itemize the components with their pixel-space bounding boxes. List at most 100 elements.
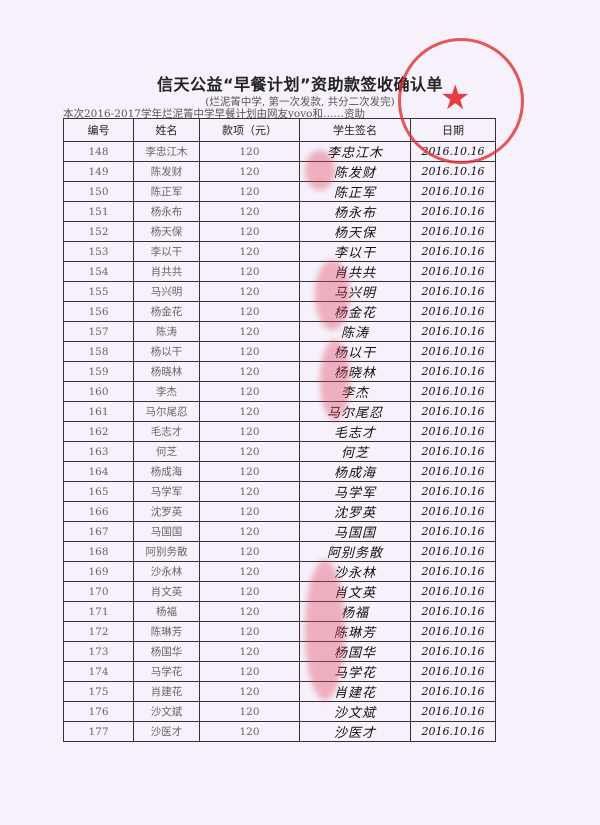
receipt-table: 编号 姓名 款项（元） 学生签名 日期 148 李忠江木 120 李忠江木 2016.1… xyxy=(63,118,496,742)
row-id: 168 xyxy=(63,541,134,562)
row-id: 149 xyxy=(63,161,134,182)
row-id: 165 xyxy=(63,481,134,502)
row-amount: 120 xyxy=(199,521,300,542)
row-id: 159 xyxy=(63,361,134,382)
row-name: 沙医才 xyxy=(133,721,200,742)
row-signature: 阿别务散 xyxy=(299,541,411,562)
row-name: 陈琳芳 xyxy=(133,621,200,642)
row-signature: 肖文英 xyxy=(299,581,411,602)
header-name: 姓名 xyxy=(133,118,200,142)
table-row: 177 沙医才 120 沙医才 2016.10.16 xyxy=(63,721,496,742)
header-amount: 款项（元） xyxy=(199,118,300,142)
row-id: 169 xyxy=(63,561,134,582)
row-date: 2016.10.16 xyxy=(410,201,496,222)
row-amount: 120 xyxy=(199,501,300,522)
row-amount: 120 xyxy=(199,681,300,702)
document-subtitle: (烂泥箐中学, 第一次发款, 共分二次发完) xyxy=(205,96,395,108)
table-row: 155 马兴明 120 马兴明 2016.10.16 xyxy=(63,281,496,302)
row-amount: 120 xyxy=(199,601,300,622)
table-row: 172 陈琳芳 120 陈琳芳 2016.10.16 xyxy=(63,621,496,642)
row-amount: 120 xyxy=(199,721,300,742)
row-id: 150 xyxy=(63,181,134,202)
row-id: 158 xyxy=(63,341,134,362)
table-row: 169 沙永林 120 沙永林 2016.10.16 xyxy=(63,561,496,582)
row-date: 2016.10.16 xyxy=(410,181,496,202)
row-date: 2016.10.16 xyxy=(410,301,496,322)
row-signature: 李杰 xyxy=(299,381,411,402)
header-id: 编号 xyxy=(63,118,134,142)
row-id: 164 xyxy=(63,461,134,482)
row-amount: 120 xyxy=(199,241,300,262)
row-date: 2016.10.16 xyxy=(410,621,496,642)
row-name: 肖共共 xyxy=(133,261,200,282)
row-date: 2016.10.16 xyxy=(410,641,496,662)
row-signature: 肖建花 xyxy=(299,681,411,702)
row-signature: 马国国 xyxy=(299,521,411,542)
row-date: 2016.10.16 xyxy=(410,681,496,702)
row-name: 李以干 xyxy=(133,241,200,262)
row-id: 171 xyxy=(63,601,134,622)
row-id: 173 xyxy=(63,641,134,662)
row-name: 杨国华 xyxy=(133,641,200,662)
row-signature: 沙医才 xyxy=(299,721,411,742)
row-date: 2016.10.16 xyxy=(410,441,496,462)
document-title: 信天公益“早餐计划”资助款签收确认单 xyxy=(156,75,444,94)
row-amount: 120 xyxy=(199,481,300,502)
row-amount: 120 xyxy=(199,421,300,442)
table-row: 152 杨天保 120 杨天保 2016.10.16 xyxy=(63,221,496,242)
row-id: 175 xyxy=(63,681,134,702)
row-date: 2016.10.16 xyxy=(410,501,496,522)
row-amount: 120 xyxy=(199,201,300,222)
row-id: 154 xyxy=(63,261,134,282)
row-id: 174 xyxy=(63,661,134,682)
row-name: 马学军 xyxy=(133,481,200,502)
header-signature: 学生签名 xyxy=(299,118,411,142)
table-row: 175 肖建花 120 肖建花 2016.10.16 xyxy=(63,681,496,702)
table-row: 154 肖共共 120 肖共共 2016.10.16 xyxy=(63,261,496,282)
row-name: 杨金花 xyxy=(133,301,200,322)
row-name: 肖建花 xyxy=(133,681,200,702)
table-row: 159 杨晓林 120 杨晓林 2016.10.16 xyxy=(63,361,496,382)
row-amount: 120 xyxy=(199,221,300,242)
table-row: 151 杨永布 120 杨永布 2016.10.16 xyxy=(63,201,496,222)
row-name: 陈发财 xyxy=(133,161,200,182)
row-amount: 120 xyxy=(199,141,300,162)
row-date: 2016.10.16 xyxy=(410,241,496,262)
table-row: 171 杨福 120 杨福 2016.10.16 xyxy=(63,601,496,622)
row-amount: 120 xyxy=(199,621,300,642)
table-row: 164 杨成海 120 杨成海 2016.10.16 xyxy=(63,461,496,482)
row-signature: 沈罗英 xyxy=(299,501,411,522)
row-amount: 120 xyxy=(199,661,300,682)
row-id: 170 xyxy=(63,581,134,602)
table-row: 170 肖文英 120 肖文英 2016.10.16 xyxy=(63,581,496,602)
row-date: 2016.10.16 xyxy=(410,221,496,242)
row-signature: 何芝 xyxy=(299,441,411,462)
row-signature: 杨天保 xyxy=(299,221,411,242)
table-row: 153 李以干 120 李以干 2016.10.16 xyxy=(63,241,496,262)
table-row: 167 马国国 120 马国国 2016.10.16 xyxy=(63,521,496,542)
row-date: 2016.10.16 xyxy=(410,261,496,282)
row-date: 2016.10.16 xyxy=(410,321,496,342)
table-row: 160 李杰 120 李杰 2016.10.16 xyxy=(63,381,496,402)
row-signature: 李以干 xyxy=(299,241,411,262)
row-date: 2016.10.16 xyxy=(410,381,496,402)
row-date: 2016.10.16 xyxy=(410,481,496,502)
row-amount: 120 xyxy=(199,381,300,402)
row-amount: 120 xyxy=(199,261,300,282)
row-id: 151 xyxy=(63,201,134,222)
row-date: 2016.10.16 xyxy=(410,601,496,622)
row-id: 155 xyxy=(63,281,134,302)
row-id: 162 xyxy=(63,421,134,442)
row-signature: 杨国华 xyxy=(299,641,411,662)
row-signature: 杨永布 xyxy=(299,201,411,222)
table-row: 176 沙文斌 120 沙文斌 2016.10.16 xyxy=(63,701,496,722)
row-id: 152 xyxy=(63,221,134,242)
row-name: 杨福 xyxy=(133,601,200,622)
row-name: 陈正军 xyxy=(133,181,200,202)
row-date: 2016.10.16 xyxy=(410,421,496,442)
row-amount: 120 xyxy=(199,561,300,582)
table-row: 162 毛志才 120 毛志才 2016.10.16 xyxy=(63,421,496,442)
row-date: 2016.10.16 xyxy=(410,401,496,422)
row-id: 177 xyxy=(63,721,134,742)
row-name: 马兴明 xyxy=(133,281,200,302)
